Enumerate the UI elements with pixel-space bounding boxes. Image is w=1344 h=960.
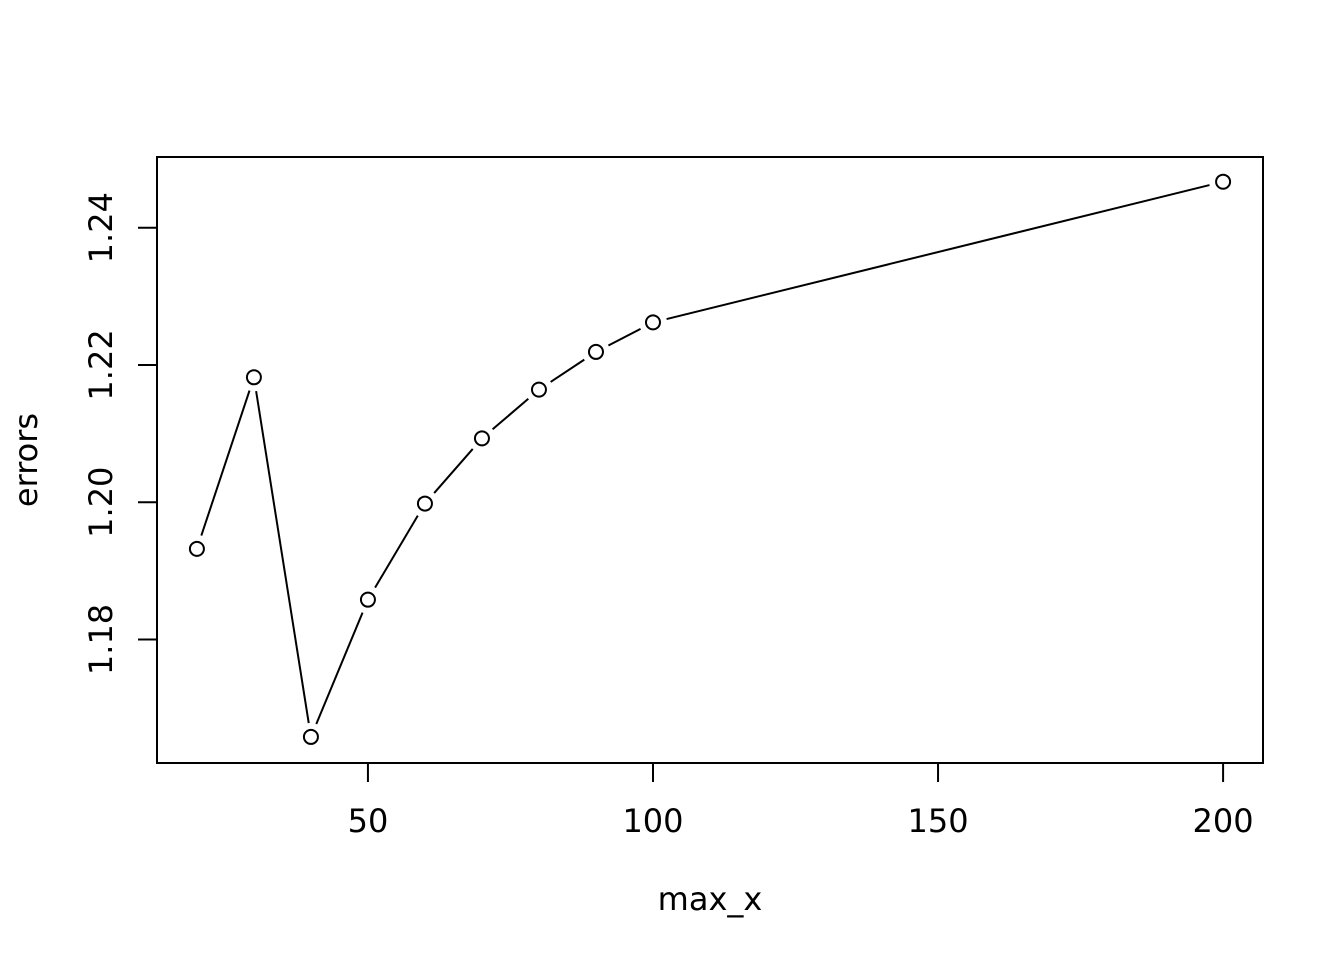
data-point <box>1215 173 1232 190</box>
x-tick-label: 150 <box>908 802 969 840</box>
series-points <box>188 173 1232 745</box>
y-tick-label: 1.18 <box>82 604 120 675</box>
data-point <box>302 728 319 745</box>
x-axis: 50 100 150 200 <box>348 763 1254 840</box>
series-segment <box>607 327 642 347</box>
y-axis: 1.18 1.20 1.22 1.24 <box>82 192 157 675</box>
series-segment <box>255 390 310 724</box>
series-segment <box>550 358 585 383</box>
y-tick-label: 1.20 <box>82 467 120 538</box>
series-segment <box>666 184 1210 321</box>
data-point <box>359 591 376 608</box>
data-point <box>473 430 490 447</box>
series-segment <box>433 448 474 494</box>
series-line <box>200 184 1210 725</box>
y-axis-label: errors <box>7 413 45 507</box>
data-point <box>245 369 262 386</box>
y-tick-label: 1.22 <box>82 329 120 400</box>
series-segment <box>374 515 419 589</box>
data-point <box>644 314 661 331</box>
x-tick-label: 200 <box>1193 802 1254 840</box>
x-axis-label: max_x <box>658 880 763 918</box>
series-segment <box>200 390 251 536</box>
series-segment <box>315 612 364 725</box>
data-point <box>188 540 205 557</box>
plot-frame <box>156 156 1264 764</box>
series-segment <box>491 397 529 431</box>
data-point <box>416 495 433 512</box>
x-tick-label: 100 <box>622 802 683 840</box>
data-point <box>587 343 604 360</box>
data-point <box>530 381 547 398</box>
x-tick-label: 50 <box>348 802 389 840</box>
y-tick-label: 1.24 <box>82 192 120 263</box>
